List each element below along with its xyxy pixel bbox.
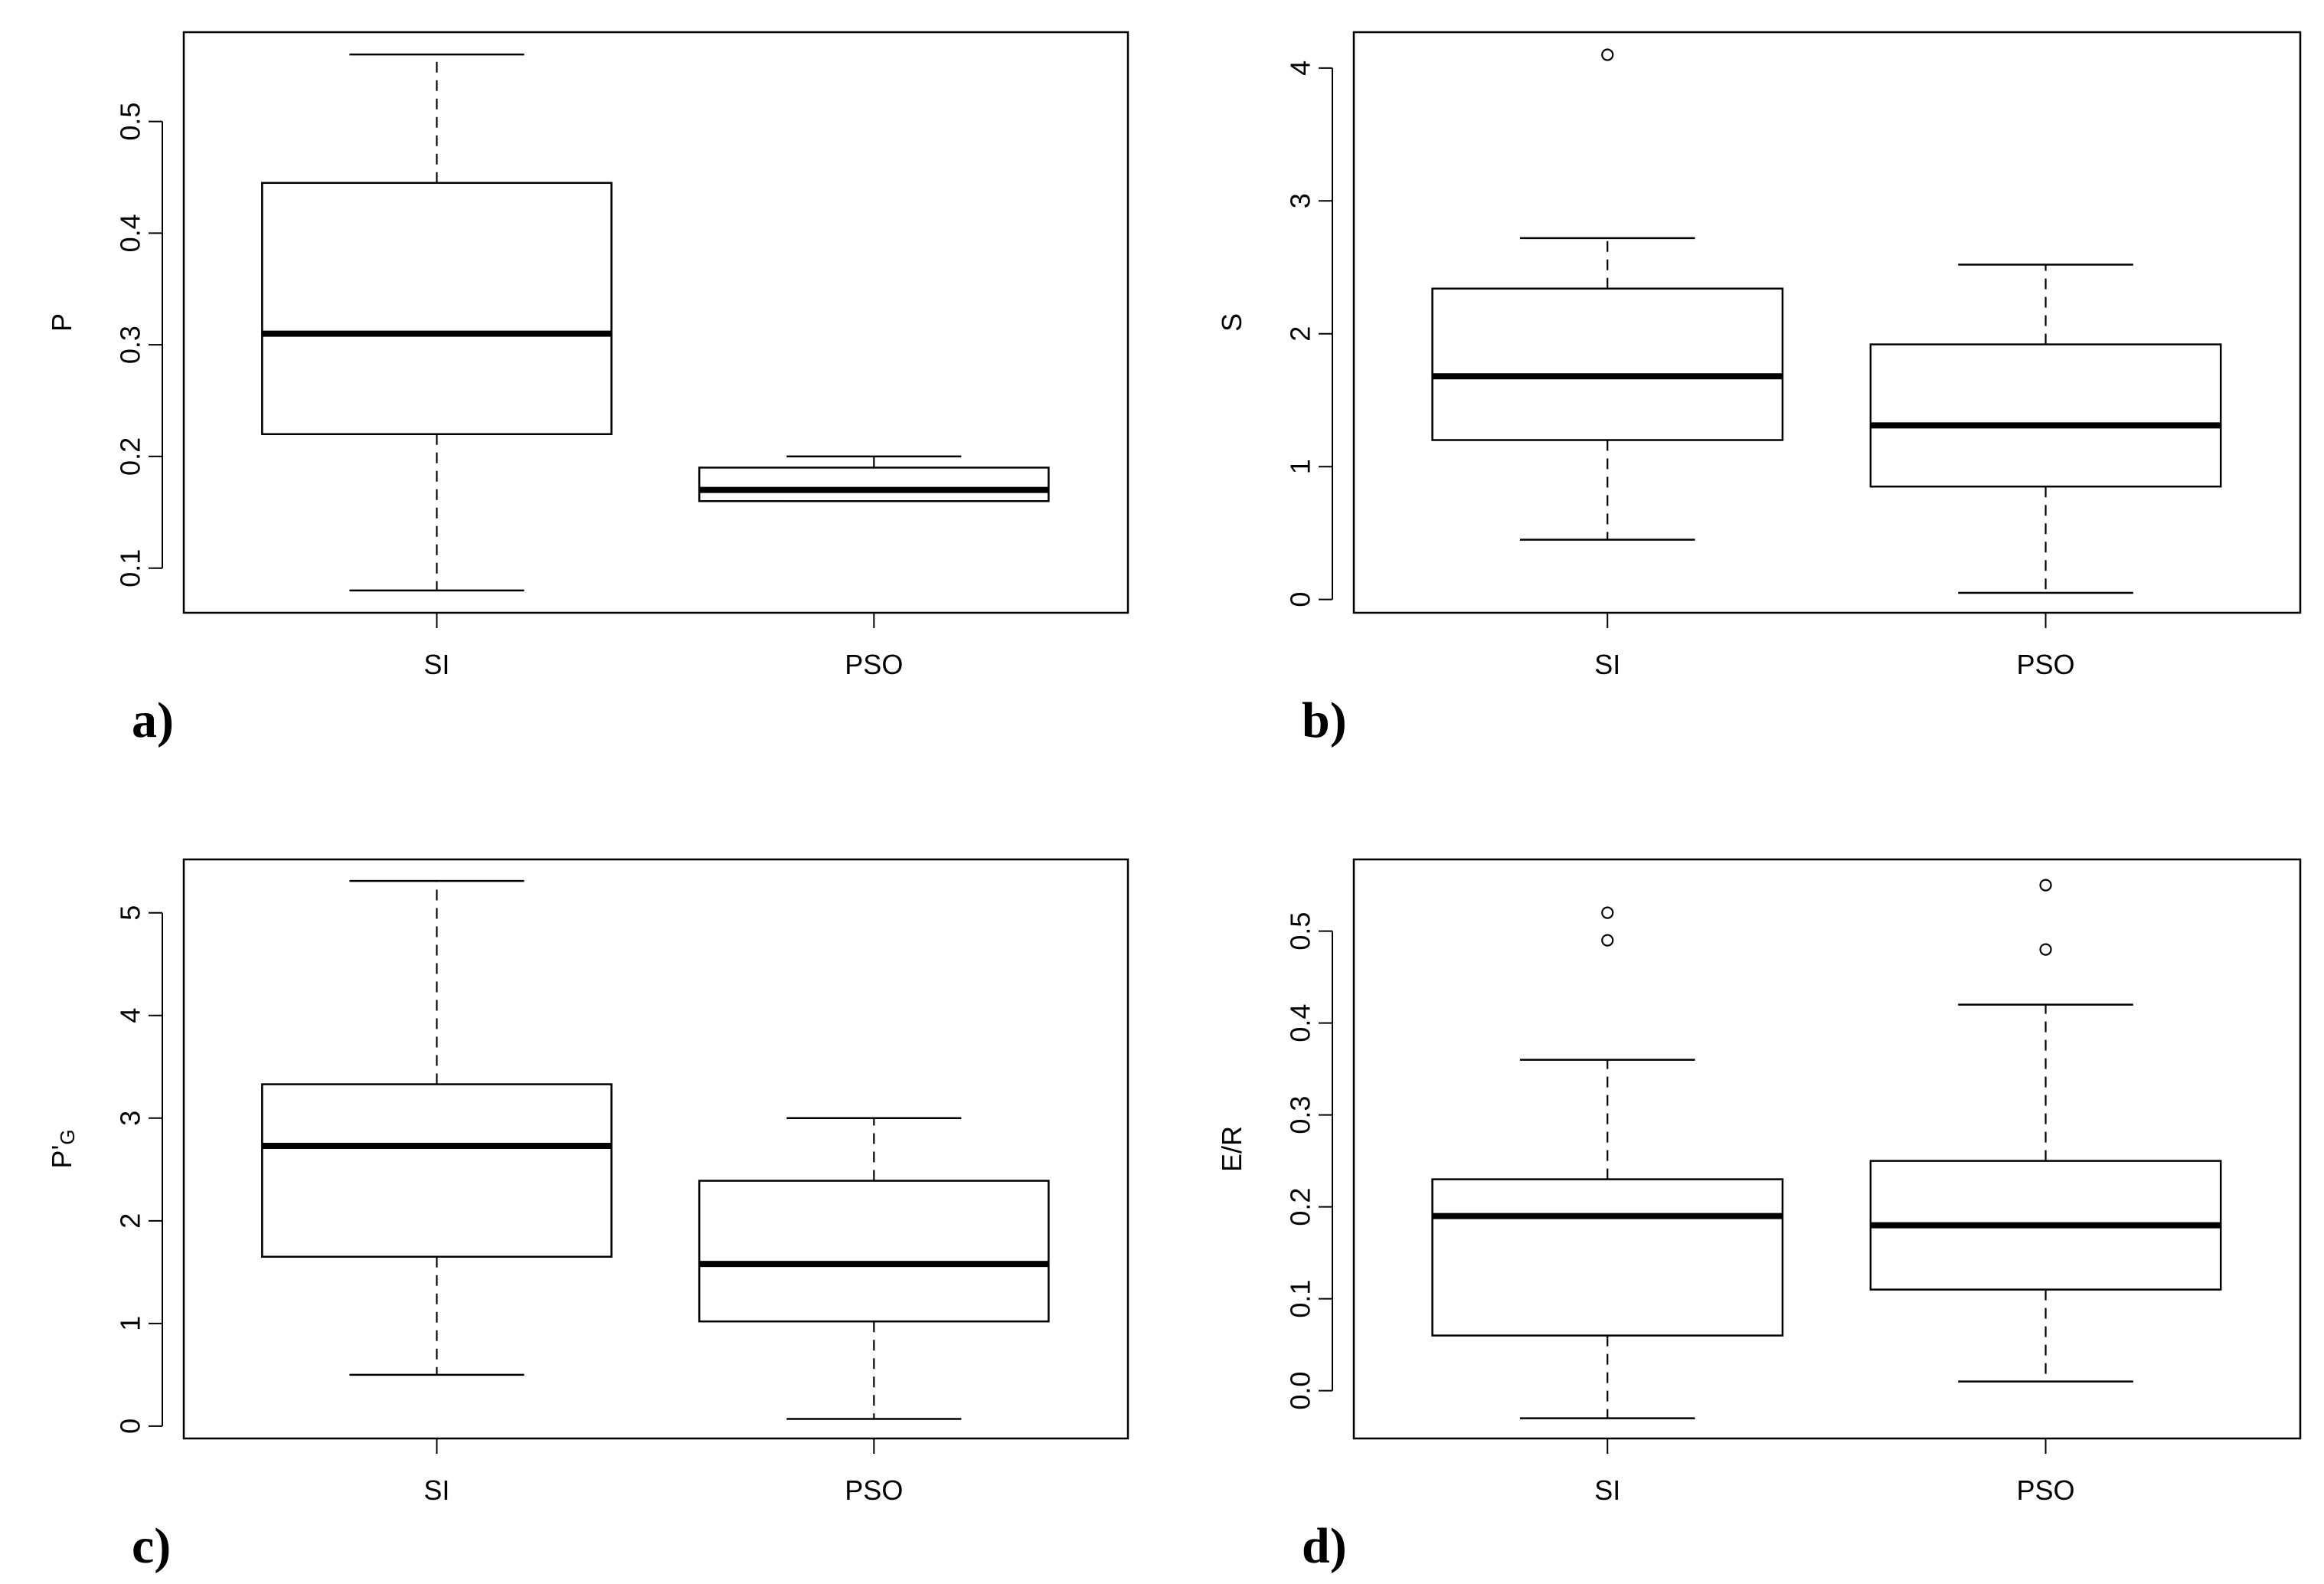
- x-tick-label-si: SI: [423, 649, 449, 680]
- box-pso: [1869, 879, 2222, 1383]
- panel-label: a): [132, 692, 174, 748]
- y-axis-title-text: P: [46, 313, 77, 332]
- boxplot-panel-2: 0 1 2 3 4 S SI PSO b): [1216, 31, 2302, 748]
- box-si: [261, 53, 613, 592]
- iqr-box: [261, 1083, 613, 1258]
- iqr-box: [261, 182, 613, 436]
- box-pso: [698, 455, 1050, 502]
- y-tick-label: 0.0: [1285, 1372, 1316, 1410]
- boxplot-panel-1: 0.1 0.2 0.3 0.4 0.5 P SI PSO a): [46, 31, 1129, 748]
- y-tick-label: 0.2: [115, 437, 146, 476]
- y-tick-label: 4: [115, 1008, 146, 1023]
- y-tick-label: 4: [1285, 61, 1316, 76]
- y-tick-label: 5: [115, 905, 146, 921]
- x-axis: SI PSO: [423, 613, 903, 680]
- y-tick-label: 0.4: [115, 214, 146, 252]
- panel-label: b): [1302, 692, 1347, 748]
- y-tick-label: 0.5: [115, 103, 146, 141]
- x-tick-label-pso: PSO: [2017, 649, 2075, 680]
- x-tick-label-pso: PSO: [2017, 1474, 2075, 1506]
- y-axis-title: P: [46, 313, 77, 332]
- y-tick-label: 0.2: [1285, 1188, 1316, 1226]
- box-si: [1431, 906, 1784, 1419]
- box-si: [1431, 48, 1784, 541]
- x-axis: SI PSO: [423, 1438, 903, 1506]
- iqr-box: [698, 466, 1050, 502]
- y-tick-label: 3: [115, 1111, 146, 1126]
- y-axis: 0 1 2 3 4: [1285, 61, 1333, 607]
- y-axis: 0.0 0.1 0.2 0.3 0.4 0.5: [1285, 912, 1333, 1410]
- x-tick-label-pso: PSO: [845, 649, 903, 680]
- y-tick-label: 0.3: [1285, 1096, 1316, 1134]
- outlier-point: [1601, 934, 1614, 947]
- box-pso: [1869, 263, 2222, 594]
- x-tick-label-pso: PSO: [845, 1474, 903, 1506]
- outlier-point: [2039, 943, 2052, 956]
- iqr-box: [1869, 343, 2222, 488]
- y-axis-title-text: E/R: [1216, 1126, 1247, 1172]
- y-tick-label: 1: [115, 1316, 146, 1331]
- outlier-point: [2039, 879, 2052, 892]
- x-axis: SI PSO: [1594, 1438, 2075, 1506]
- box-pso: [698, 1117, 1050, 1420]
- y-tick-label: 2: [115, 1213, 146, 1229]
- iqr-box: [1431, 1178, 1784, 1337]
- y-axis-title-text: P': [46, 1145, 77, 1169]
- y-tick-label: 0.1: [115, 549, 146, 587]
- y-tick-label: 0: [115, 1419, 146, 1434]
- panel-label: d): [1302, 1518, 1347, 1574]
- y-tick-label: 0.4: [1285, 1004, 1316, 1042]
- boxplot-panel-3: 0 1 2 3 4 5 P'G SI PSO c): [46, 858, 1129, 1574]
- y-tick-label: 0.5: [1285, 912, 1316, 951]
- box-si: [261, 879, 613, 1376]
- y-axis-title-subscript: G: [56, 1129, 79, 1144]
- plot-frame: [182, 858, 1129, 1440]
- x-tick-label-si: SI: [423, 1474, 449, 1506]
- y-axis: 0.1 0.2 0.3 0.4 0.5: [115, 103, 163, 587]
- plot-frame: [1352, 858, 2302, 1440]
- y-tick-label: 3: [1285, 193, 1316, 208]
- iqr-box: [1431, 287, 1784, 441]
- x-tick-label-si: SI: [1594, 649, 1620, 680]
- panel-label: c): [132, 1518, 171, 1574]
- y-axis-title: S: [1216, 313, 1247, 332]
- x-tick-label-si: SI: [1594, 1474, 1620, 1506]
- x-axis: SI PSO: [1594, 613, 2075, 680]
- outlier-point: [1601, 906, 1614, 919]
- y-tick-label: 0.1: [1285, 1280, 1316, 1318]
- y-tick-label: 0: [1285, 592, 1316, 607]
- outlier-point: [1601, 48, 1614, 61]
- y-tick-label: 1: [1285, 459, 1316, 474]
- boxplot-panel-4: 0.0 0.1 0.2 0.3 0.4 0.5 E/R SI PSO d): [1216, 858, 2302, 1574]
- y-tick-label: 0.3: [115, 326, 146, 364]
- iqr-box: [698, 1180, 1050, 1323]
- y-axis: 0 1 2 3 4 5: [115, 905, 163, 1434]
- plot-frame: [1352, 31, 2302, 614]
- y-axis-title-text: S: [1216, 313, 1247, 332]
- y-axis-title: P'G: [46, 1129, 80, 1168]
- y-axis-title: E/R: [1216, 1126, 1247, 1172]
- y-tick-label: 2: [1285, 326, 1316, 342]
- plot-frame: [182, 31, 1129, 614]
